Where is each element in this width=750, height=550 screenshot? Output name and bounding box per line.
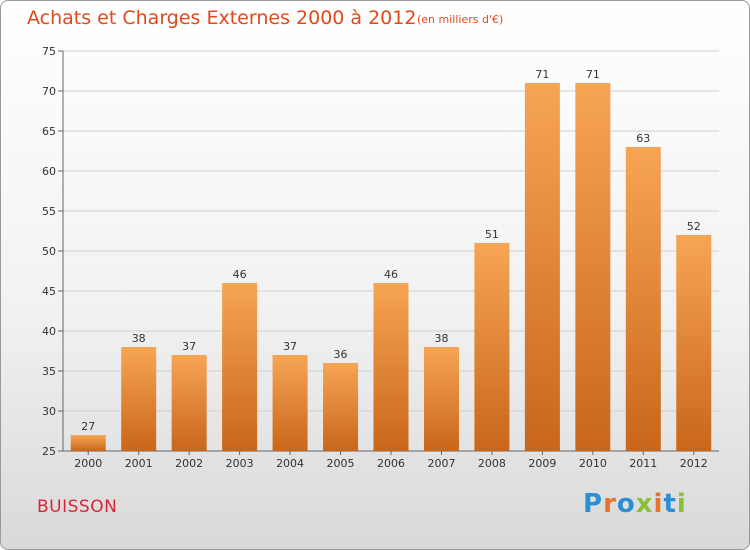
x-tick-label: 2000 bbox=[74, 457, 102, 470]
chart-subtitle: (en milliers d'€) bbox=[417, 13, 504, 26]
data-label-2008: 51 bbox=[485, 228, 499, 241]
y-tick-label: 65 bbox=[42, 125, 56, 138]
y-tick-label: 50 bbox=[42, 245, 56, 258]
y-tick-label: 75 bbox=[42, 45, 56, 58]
bar-2009 bbox=[524, 83, 560, 451]
bar-2004 bbox=[272, 355, 308, 451]
data-label-2010: 71 bbox=[586, 68, 600, 81]
data-label-2000: 27 bbox=[81, 420, 95, 433]
x-tick-label: 2009 bbox=[528, 457, 556, 470]
bar-2003 bbox=[222, 283, 258, 451]
data-label-2005: 36 bbox=[334, 348, 348, 361]
y-tick-label: 70 bbox=[42, 85, 56, 98]
data-label-2006: 46 bbox=[384, 268, 398, 281]
x-tick-label: 2005 bbox=[327, 457, 355, 470]
data-label-2002: 37 bbox=[182, 340, 196, 353]
y-tick-label: 30 bbox=[42, 405, 56, 418]
x-tick-label: 2006 bbox=[377, 457, 405, 470]
data-label-2001: 38 bbox=[132, 332, 146, 345]
data-label-2011: 63 bbox=[636, 132, 650, 145]
chart-title: Achats et Charges Externes 2000 à 2012 bbox=[27, 7, 417, 29]
y-tick-label: 40 bbox=[42, 325, 56, 338]
data-label-2007: 38 bbox=[434, 332, 448, 345]
x-tick-label: 2011 bbox=[629, 457, 657, 470]
data-labels: 27 38 37 46 37 36 46 38 51 71 71 63 52 bbox=[81, 68, 701, 433]
y-tick-label: 55 bbox=[42, 205, 56, 218]
x-tick-label: 2003 bbox=[226, 457, 254, 470]
y-tick-label: 60 bbox=[42, 165, 56, 178]
y-tick-label: 45 bbox=[42, 285, 56, 298]
bar-2000 bbox=[70, 435, 106, 451]
data-label-2004: 37 bbox=[283, 340, 297, 353]
data-label-2009: 71 bbox=[535, 68, 549, 81]
x-tick-label: 2004 bbox=[276, 457, 304, 470]
town-name: BUISSON bbox=[37, 497, 118, 517]
bars bbox=[70, 83, 712, 451]
x-tick-label: 2002 bbox=[175, 457, 203, 470]
bar-2005 bbox=[323, 363, 359, 451]
bar-2008 bbox=[474, 243, 510, 451]
bar-2002 bbox=[171, 355, 207, 451]
x-tick-label: 2010 bbox=[579, 457, 607, 470]
data-label-2012: 52 bbox=[687, 220, 701, 233]
bar-2012 bbox=[676, 235, 712, 451]
bar-2011 bbox=[625, 147, 661, 451]
x-tick-label: 2012 bbox=[680, 457, 708, 470]
y-tick-labels: 25 30 35 40 45 50 55 60 65 70 75 bbox=[42, 45, 56, 458]
y-tick-label: 35 bbox=[42, 365, 56, 378]
y-tick-label: 25 bbox=[42, 445, 56, 458]
bar-2001 bbox=[121, 347, 157, 451]
proxiti-logo: Proxiti bbox=[583, 489, 687, 519]
x-tick-label: 2008 bbox=[478, 457, 506, 470]
x-tick-label: 2007 bbox=[427, 457, 455, 470]
x-tick-label: 2001 bbox=[125, 457, 153, 470]
data-label-2003: 46 bbox=[233, 268, 247, 281]
bar-2010 bbox=[575, 83, 611, 451]
bar-2006 bbox=[373, 283, 409, 451]
x-tick-labels: 2000 2001 2002 2003 2004 2005 2006 2007 2008 2009… bbox=[74, 457, 708, 470]
bar-2007 bbox=[423, 347, 459, 451]
